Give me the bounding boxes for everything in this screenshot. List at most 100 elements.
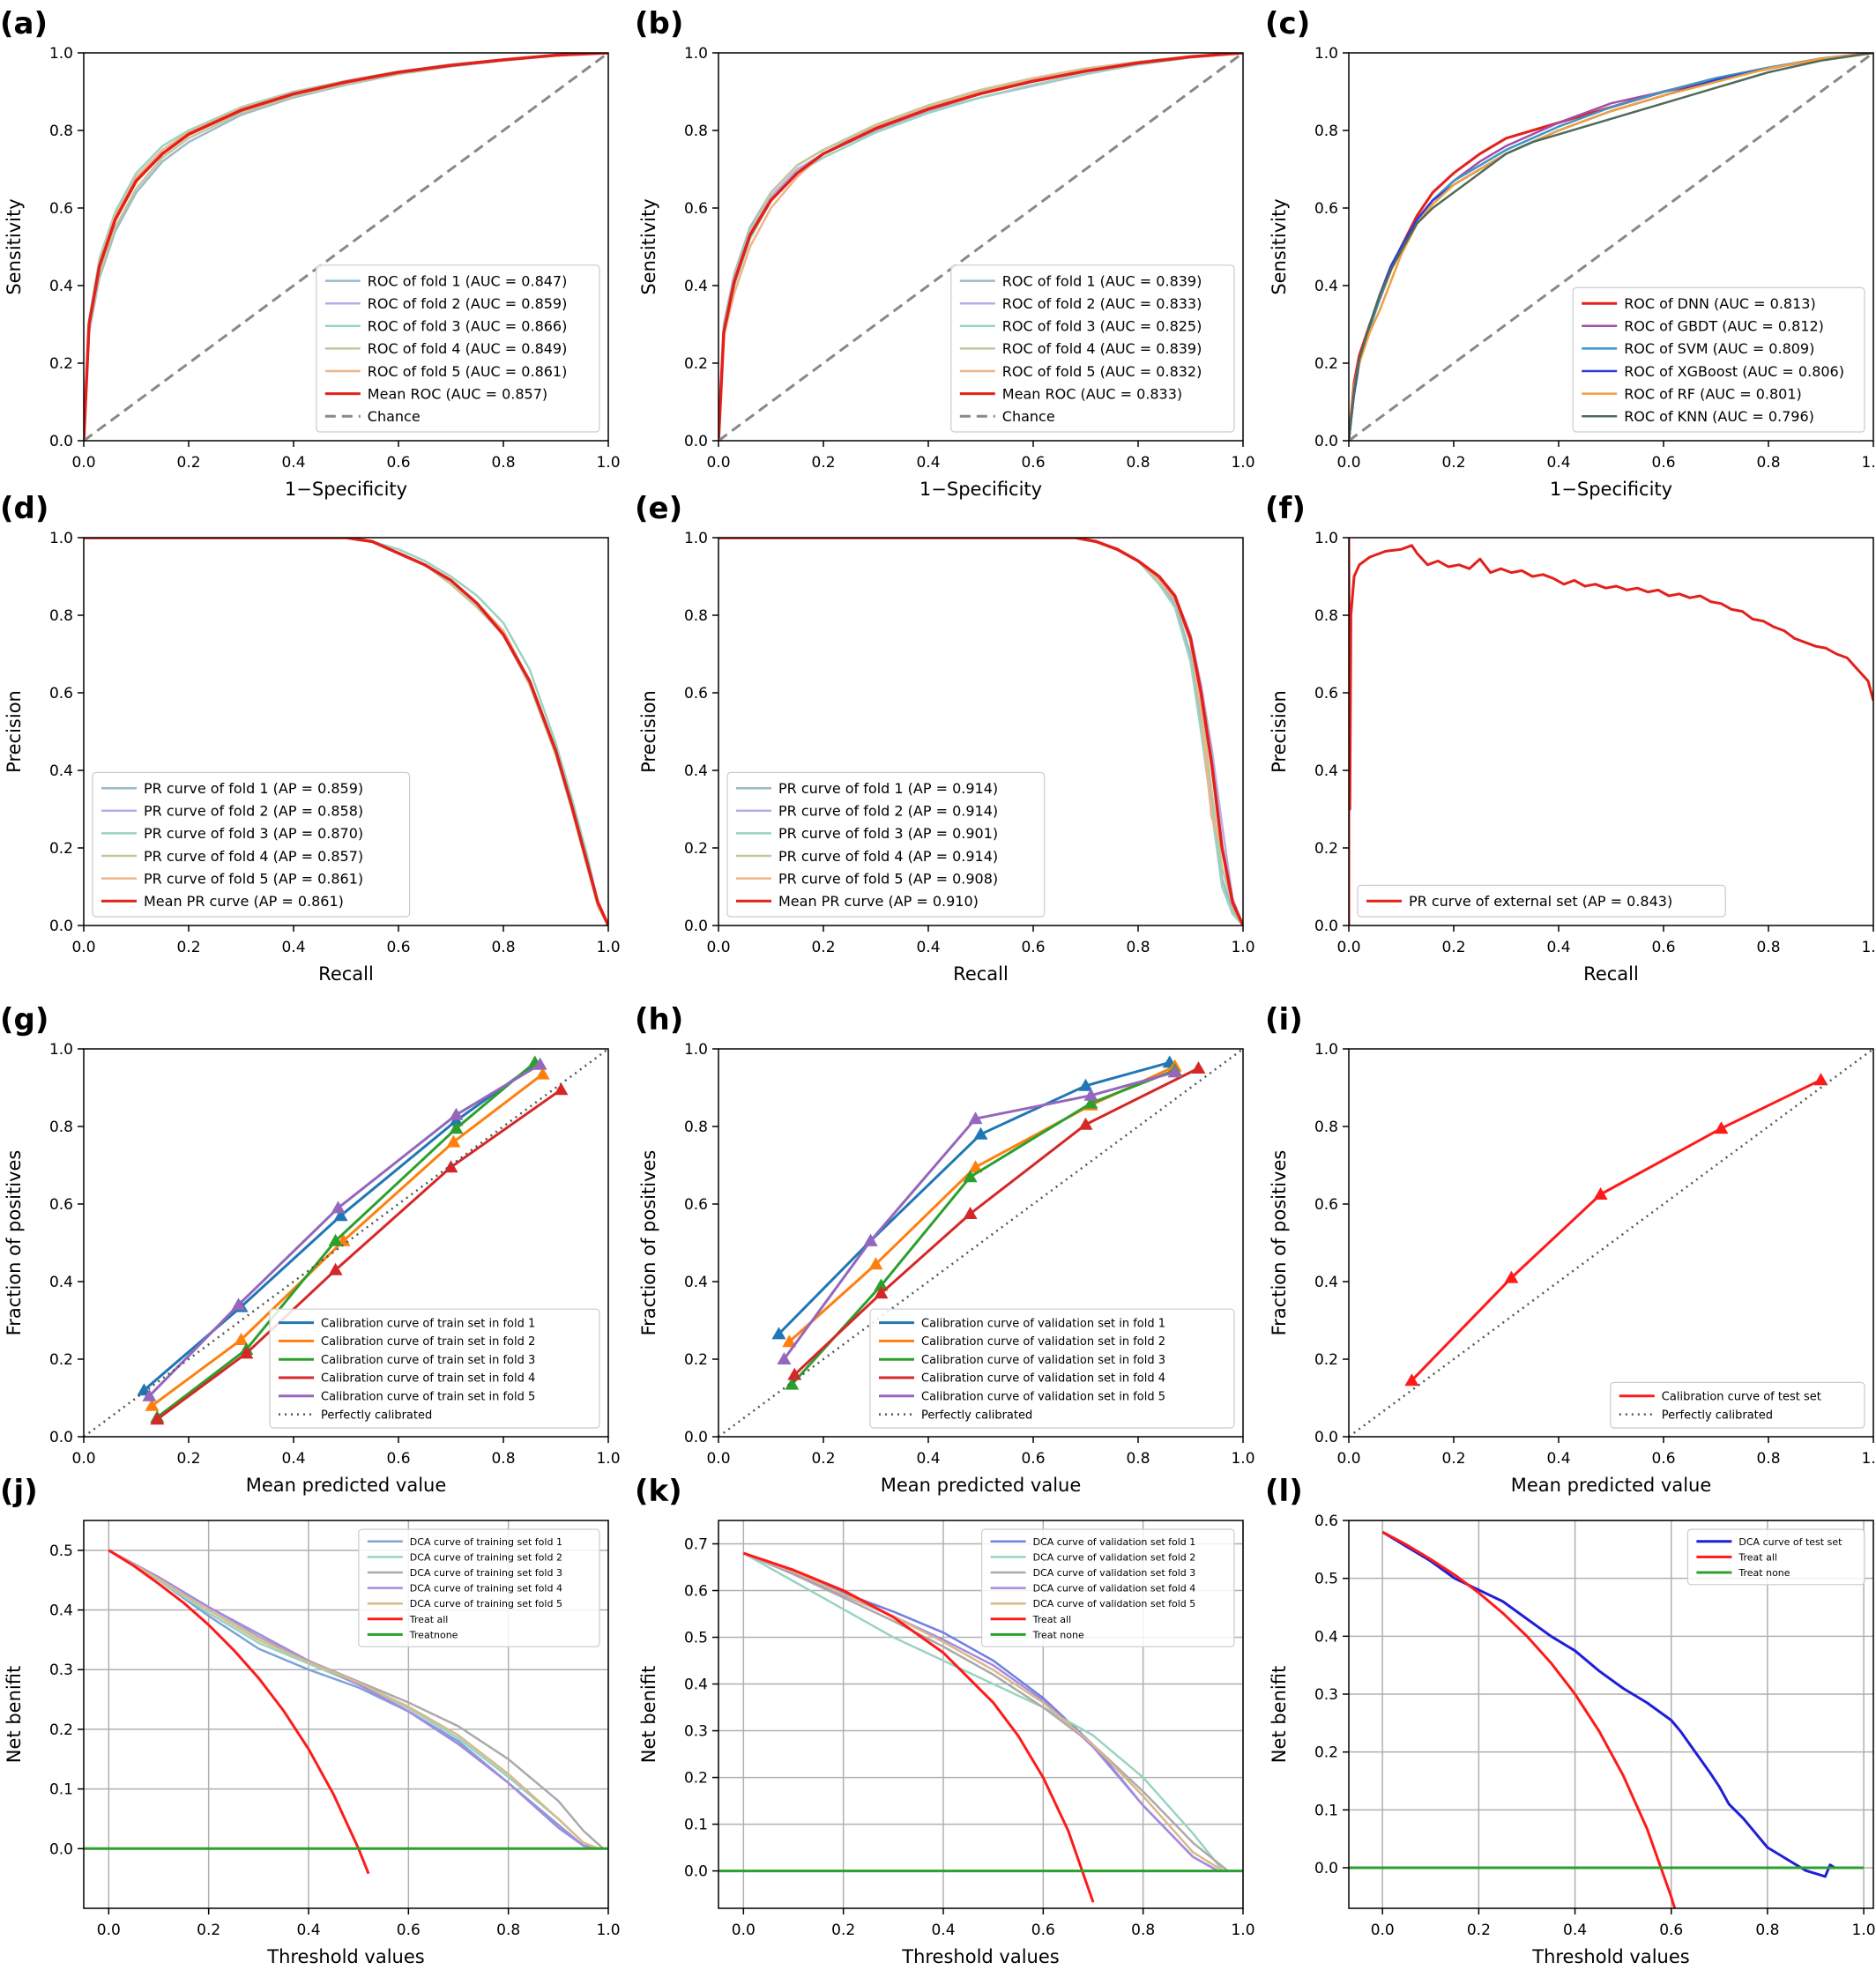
panel-label: (i): [1265, 1002, 1303, 1037]
series-line: [1349, 53, 1873, 441]
series-line: [718, 538, 1243, 926]
data-point: [239, 1346, 254, 1359]
y-tick-label: 0.4: [49, 278, 73, 295]
legend-label: ROC of SVM (AUC = 0.809): [1624, 340, 1814, 357]
legend-box: [869, 1308, 1235, 1429]
legend-label: ROC of fold 3 (AUC = 0.866): [368, 318, 568, 335]
y-axis-label: Fraction of positives: [1269, 1150, 1290, 1336]
data-point: [145, 1398, 160, 1411]
data-point: [449, 1107, 464, 1120]
data-point: [785, 1377, 800, 1390]
x-tick-label: 0.8: [1126, 454, 1150, 472]
y-tick-label: 0.2: [49, 840, 73, 858]
legend-label: Calibration curve of train set in fold 4: [321, 1372, 535, 1386]
legend: DCA curve of test set Treat all Treat none: [1686, 1528, 1865, 1586]
data-point: [1078, 1078, 1093, 1091]
y-tick-label: 0.0: [1314, 1429, 1338, 1446]
y-tick-label: 0.2: [1314, 1351, 1338, 1369]
series-line: [1381, 1530, 1677, 1908]
y-tick-label: 0.6: [49, 685, 73, 703]
y-tick-label: 0.6: [1314, 200, 1338, 218]
x-tick-label: 0.0: [732, 1922, 756, 1939]
legend-label: ROC of KNN (AUC = 0.796): [1624, 408, 1814, 425]
x-tick-label: 0.8: [1126, 939, 1150, 956]
data-point: [868, 1257, 883, 1270]
x-tick-label: 0.8: [491, 1450, 515, 1468]
legend: ROC of fold 1 (AUC = 0.839) ROC of fold 2…: [950, 264, 1235, 433]
panel-k: (k) 0.0 0.2 0.4 0.6 0.8 1.0 0.0 0.1 0.2 0.3 0.4 0.5 0…: [635, 1474, 1255, 1967]
series-line: [1349, 538, 1873, 926]
legend-label: ROC of GBDT (AUC = 0.812): [1624, 318, 1824, 335]
legend-label: Treatnone: [409, 1629, 458, 1640]
x-tick-label: 0.6: [1659, 1922, 1683, 1939]
legend-label: PR curve of external set (AP = 0.843): [1409, 893, 1672, 910]
x-tick-label: 0.0: [71, 454, 95, 472]
data-point: [1078, 1117, 1093, 1130]
x-axis-label: Threshold values: [901, 1946, 1059, 1967]
x-tick-label: 1.0: [596, 1450, 620, 1468]
x-tick-label: 0.8: [1755, 1922, 1779, 1939]
legend-label: ROC of fold 4 (AUC = 0.849): [368, 340, 568, 357]
y-tick-label: 0.1: [49, 1781, 73, 1799]
legend-box: [316, 264, 600, 433]
series-line: [1349, 1049, 1873, 1437]
x-tick-label: 0.8: [1756, 454, 1780, 472]
data-point: [150, 1412, 165, 1425]
y-axis-label: Net benifit: [4, 1666, 25, 1763]
x-tick-label: 0.8: [1126, 1450, 1150, 1468]
x-axis-label: Threshold values: [1531, 1946, 1689, 1967]
legend-label: PR curve of fold 3 (AP = 0.870): [144, 825, 363, 842]
x-tick-label: 0.6: [1031, 1922, 1055, 1939]
legend-label: Treat all: [409, 1614, 449, 1625]
x-tick-label: 1.0: [1231, 1922, 1254, 1939]
panel-label: (f): [1265, 491, 1306, 526]
legend-label: Treat all: [1738, 1551, 1777, 1563]
x-tick-label: 0.6: [1021, 939, 1045, 956]
axes-frame: [718, 1520, 1244, 1909]
x-axis-label: Mean predicted value: [881, 1475, 1082, 1496]
legend-label: DCA curve of validation set fold 1: [1033, 1536, 1196, 1548]
y-tick-label: 0.4: [684, 1274, 708, 1291]
y-tick-label: 0.4: [684, 762, 708, 780]
panel-h: (h) 0.0 0.2 0.4 0.6 0.8 1.0 0.0 0.2 0.4 0.6 0.8 1.0 M…: [635, 1002, 1255, 1496]
legend-label: ROC of RF (AUC = 0.801): [1624, 385, 1802, 402]
axes-frame: [83, 52, 609, 442]
panel-label: (l): [1265, 1474, 1303, 1509]
data-point: [863, 1233, 878, 1246]
legend-label: Treat all: [1032, 1614, 1072, 1625]
legend-label: ROC of fold 2 (AUC = 0.859): [368, 295, 568, 312]
legend-label: ROC of XGBoost (AUC = 0.806): [1624, 363, 1844, 380]
x-tick-label: 0.8: [496, 1922, 520, 1939]
y-tick-label: 0.4: [1314, 1628, 1338, 1646]
legend-label: PR curve of fold 4 (AP = 0.914): [778, 848, 998, 865]
y-tick-label: 0.8: [49, 123, 73, 140]
legend-label: ROC of fold 1 (AUC = 0.839): [1002, 272, 1202, 289]
data-point: [968, 1160, 983, 1173]
legend-box: [358, 1528, 600, 1647]
data-point: [333, 1208, 348, 1222]
data-point: [771, 1327, 786, 1340]
x-tick-label: 0.0: [1336, 939, 1360, 956]
x-tick-label: 0.4: [1563, 1922, 1587, 1939]
data-point: [973, 1126, 988, 1140]
panel-i: (i) 0.0 0.2 0.4 0.6 0.8 1.0 0.0 0.2 0.4 0.6 0.8 1.0 M…: [1265, 1002, 1876, 1496]
legend-box: [269, 1308, 600, 1429]
legend-label: DCA curve of validation set fold 3: [1033, 1567, 1196, 1579]
legend-label: Chance: [368, 408, 421, 425]
x-tick-label: 0.2: [1441, 454, 1465, 472]
x-tick-label: 0.4: [281, 454, 305, 472]
y-tick-label: 1.0: [684, 45, 708, 63]
legend-label: Mean PR curve (AP = 0.910): [778, 893, 979, 910]
series-line: [778, 1060, 1171, 1335]
y-tick-label: 0.6: [49, 200, 73, 218]
series-line: [742, 1551, 1224, 1872]
x-tick-label: 1.0: [596, 454, 620, 472]
x-tick-label: 0.2: [176, 1450, 200, 1468]
x-tick-label: 0.2: [176, 939, 200, 956]
y-tick-label: 1.0: [684, 530, 708, 547]
x-tick-label: 0.8: [491, 454, 515, 472]
series-line: [1349, 53, 1873, 441]
x-axis-label: Threshold values: [266, 1946, 424, 1967]
panel-label: (a): [0, 6, 48, 41]
y-tick-label: 0.0: [49, 1429, 73, 1446]
